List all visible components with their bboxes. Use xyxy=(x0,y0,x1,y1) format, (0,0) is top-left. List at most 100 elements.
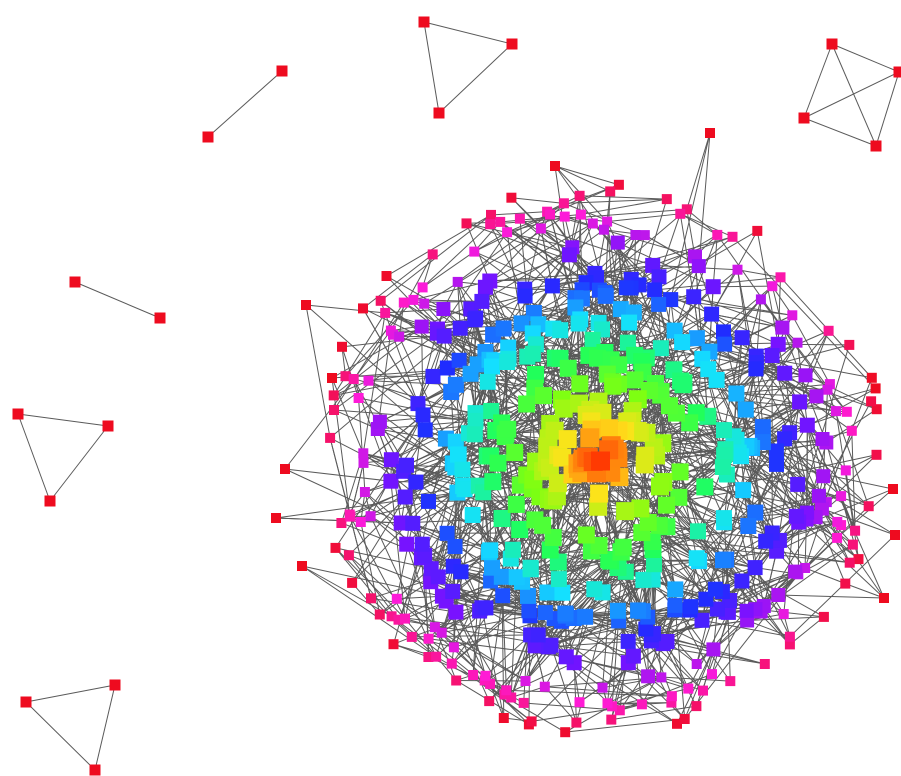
graph-node xyxy=(759,659,770,669)
graph-node xyxy=(730,444,747,461)
graph-node xyxy=(417,282,428,293)
graph-node xyxy=(747,560,763,576)
graph-node xyxy=(508,569,525,586)
graph-node xyxy=(737,401,754,418)
graph-node xyxy=(840,578,851,589)
graph-node xyxy=(484,559,500,576)
graph-node xyxy=(671,463,689,481)
graph-edge xyxy=(441,632,526,682)
graph-edge xyxy=(385,312,438,330)
graph-node xyxy=(822,384,833,395)
graph-edge xyxy=(358,397,366,493)
graph-node xyxy=(548,474,567,493)
graph-edge xyxy=(603,229,696,257)
component-edge xyxy=(423,21,513,45)
graph-node xyxy=(280,464,290,474)
graph-node xyxy=(383,452,399,468)
graph-node xyxy=(647,282,663,298)
graph-node xyxy=(690,523,706,540)
graph-edge xyxy=(845,454,877,471)
graph-edge xyxy=(506,184,620,233)
graph-node xyxy=(474,293,490,309)
graph-node xyxy=(597,682,608,693)
graph-node xyxy=(691,659,702,669)
graph-node xyxy=(430,569,446,585)
graph-edge xyxy=(335,414,424,549)
graph-node xyxy=(844,339,855,350)
graph-node xyxy=(597,287,614,304)
graph-edge xyxy=(481,246,573,302)
graph-node xyxy=(524,345,541,362)
graph-node xyxy=(709,601,725,617)
graph-node xyxy=(636,699,647,710)
graph-node xyxy=(775,320,790,335)
graph-edge xyxy=(370,597,456,613)
graph-edge xyxy=(489,223,594,282)
graph-edge xyxy=(708,368,785,374)
graph-node xyxy=(381,271,392,281)
graph-node xyxy=(558,198,569,209)
graph-node xyxy=(423,652,434,662)
graph-edge xyxy=(417,328,438,404)
graph-edge xyxy=(696,438,823,559)
graph-edge xyxy=(684,649,714,720)
graph-node xyxy=(656,672,667,683)
graph-node xyxy=(846,425,857,436)
graph-edge xyxy=(821,508,885,599)
graph-node xyxy=(520,676,531,686)
graph-node xyxy=(739,603,754,618)
graph-node xyxy=(507,495,525,513)
component-node xyxy=(870,140,882,152)
graph-node xyxy=(570,315,587,332)
graph-node xyxy=(554,584,571,601)
graph-edge xyxy=(519,529,552,646)
graph-node xyxy=(771,588,786,602)
graph-node xyxy=(850,525,861,536)
graph-node xyxy=(537,605,553,621)
graph-node xyxy=(535,387,552,405)
graph-node xyxy=(674,334,691,351)
graph-edge xyxy=(732,236,877,389)
graph-node xyxy=(495,320,512,337)
graph-node xyxy=(686,289,702,305)
graph-edge xyxy=(528,610,644,725)
graph-edge xyxy=(804,567,846,585)
graph-node xyxy=(489,454,507,472)
graph-node xyxy=(511,521,529,538)
graph-edge xyxy=(348,554,487,609)
graph-node xyxy=(486,209,496,220)
graph-node xyxy=(609,602,626,619)
graph-edge xyxy=(370,515,437,657)
graph-node xyxy=(439,525,455,541)
graph-edge xyxy=(617,430,639,611)
graph-node xyxy=(391,593,402,604)
graph-edge xyxy=(333,380,369,396)
graph-node xyxy=(499,354,516,370)
graph-node xyxy=(832,516,843,527)
graph-edge xyxy=(670,132,711,300)
graph-edge xyxy=(736,383,830,394)
graph-node xyxy=(706,642,721,657)
graph-node xyxy=(417,422,433,438)
graph-node xyxy=(639,230,650,241)
graph-node xyxy=(871,449,882,460)
graph-edge xyxy=(331,326,422,379)
graph-node xyxy=(452,320,468,336)
graph-edge xyxy=(386,214,492,277)
graph-edge xyxy=(368,380,456,386)
graph-node xyxy=(728,385,745,402)
graph-node xyxy=(355,517,366,527)
graph-node xyxy=(712,229,723,240)
graph-edge xyxy=(523,702,620,711)
graph-node xyxy=(758,533,774,549)
graph-edge xyxy=(368,380,419,405)
graph-edge xyxy=(422,223,491,288)
graph-node xyxy=(674,376,692,394)
graph-node xyxy=(784,639,795,650)
graph-edge xyxy=(550,616,648,646)
graph-edge xyxy=(511,686,545,698)
graph-node xyxy=(614,538,632,556)
graph-node xyxy=(557,605,574,622)
graph-node xyxy=(667,581,684,598)
graph-node xyxy=(836,491,847,502)
